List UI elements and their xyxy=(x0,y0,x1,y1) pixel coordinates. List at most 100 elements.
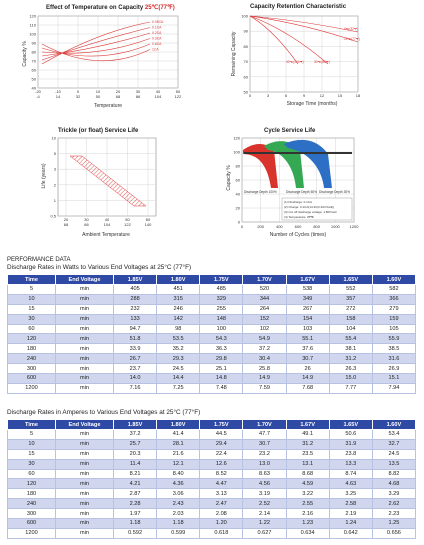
temp-capacity-title: Effect of Temperature on Capacity 25℃(77… xyxy=(46,5,175,11)
temp-x-tick-f: 122 xyxy=(175,94,182,99)
performance-heading: PERFORMANCE DATA xyxy=(7,257,71,263)
amps-cell: min xyxy=(55,429,114,440)
watts-cell: 240 xyxy=(7,353,56,365)
amps-cell: 2.03 xyxy=(156,508,201,520)
float-x-tick-c: 40 xyxy=(105,217,110,222)
watts-cell: 29.3 xyxy=(156,353,201,365)
amps-cell: min xyxy=(55,518,114,529)
watts-cell: 344 xyxy=(242,293,287,305)
amps-cell: 1.97 xyxy=(112,508,158,520)
cycle-note-3: (3) Cut off discharge voltage: 1.80V/cel… xyxy=(284,210,337,214)
amps-cell: 1.25 xyxy=(371,518,417,529)
ret-x-tick: 3 xyxy=(267,93,270,98)
watts-cell: 38.5 xyxy=(371,343,417,355)
table-row: 15 min 232 246 255 264 267 272 279 xyxy=(7,303,417,315)
watts-cell: 10 xyxy=(7,293,56,305)
watts-cell: 55.4 xyxy=(328,333,373,345)
watts-cell: 54.9 xyxy=(242,333,287,345)
temp-capacity-chart: Effect of Temperature on Capacity 25℃(77… xyxy=(20,4,185,109)
temp-curve-label: 0.3CA xyxy=(152,37,162,41)
float-y-tick: 3 xyxy=(54,167,57,172)
temp-x-tick-c: -10 xyxy=(55,89,62,94)
amps-cell: min xyxy=(55,458,114,470)
watts-cell: 30 xyxy=(7,313,56,325)
amps-cell: 2.08 xyxy=(199,508,244,520)
amps-cell: 1.24 xyxy=(328,518,373,529)
watts-cell: 102 xyxy=(242,323,287,335)
watts-cell: 329 xyxy=(199,293,244,305)
cycle-y-tick: 80 xyxy=(236,164,241,169)
temp-x-tick-f: -4 xyxy=(36,94,40,99)
watts-cell: 279 xyxy=(371,303,417,315)
cycle-dod-100: Discharge Depth 100% xyxy=(244,190,277,194)
table-row: 15 min 20.3 21.6 22.4 23.2 23.5 23.8 24.5 xyxy=(7,448,417,460)
amps-cell: 2.28 xyxy=(112,498,158,510)
cycle-note-4: (4) Temperature: 25℃ xyxy=(284,215,314,219)
capacity-retention-ylabel: Remaining Capacity xyxy=(231,31,237,76)
amps-cell: 22.4 xyxy=(199,448,244,460)
watts-cell: 520 xyxy=(242,284,287,295)
cycle-note-1: (1) Discharge: 0.1CA xyxy=(284,200,312,204)
watts-header-cell: 1.67V xyxy=(285,274,330,285)
table-row: 60 min 8.21 8.40 8.52 8.63 8.68 8.74 8.82 xyxy=(7,468,417,480)
amps-cell: 12.6 xyxy=(199,458,244,470)
amps-cell: min xyxy=(55,498,114,510)
ret-y-tick: 80 xyxy=(244,44,249,49)
watts-cell: 30.7 xyxy=(285,353,330,365)
amps-cell: 5 xyxy=(7,429,56,440)
watts-cell: 104 xyxy=(328,323,373,335)
ret-curve xyxy=(249,15,359,43)
watts-cell: 451 xyxy=(156,284,201,295)
temp-curve xyxy=(41,21,151,65)
amps-cell: 53.4 xyxy=(371,429,417,440)
ret-curve xyxy=(249,15,299,65)
amps-cell: 23.8 xyxy=(328,448,373,460)
amps-cell: 49.1 xyxy=(285,429,330,440)
temp-curve-label: 0.2CA xyxy=(152,31,162,35)
float-life-title: Trickle (or float) Service Life xyxy=(58,128,139,134)
amps-cell: 0.634 xyxy=(285,527,330,539)
watts-cell: 158 xyxy=(328,313,373,325)
watts-cell: 142 xyxy=(156,313,201,325)
amps-cell: 4.47 xyxy=(199,478,244,490)
ret-x-tick: 18 xyxy=(356,93,361,98)
table-row: 1200 min 7.16 7.25 7.48 7.59 7.68 7.77 7.94 xyxy=(7,382,417,394)
watts-cell: 14.9 xyxy=(242,373,287,384)
amps-cell: 15 xyxy=(7,448,56,460)
amps-cell: 1.18 xyxy=(112,518,158,529)
table-row: 300 min 23.7 24.5 25.1 25.8 26 26.3 26.9 xyxy=(7,363,417,375)
amps-cell: 8.21 xyxy=(112,468,158,480)
table-row: 10 min 25.7 28.1 29.4 30.7 31.2 31.9 32.7 xyxy=(7,438,417,450)
temp-curve xyxy=(41,43,151,62)
watts-cell: 105 xyxy=(371,323,417,335)
watts-cell: 14.4 xyxy=(156,373,201,384)
watts-cell: 98 xyxy=(156,323,201,335)
watts-table: Time End Voltage 1.85V 1.80V 1.75V 1.70V 1.67V… xyxy=(7,274,417,394)
amps-header-cell: 1.80V xyxy=(156,419,201,430)
amps-cell: 8.68 xyxy=(285,468,330,480)
cycle-life-xlabel: Number of Cycles (times) xyxy=(270,232,327,238)
temp-curve xyxy=(41,32,151,57)
watts-cell: 7.77 xyxy=(328,382,373,394)
amps-cell: 2.43 xyxy=(156,498,201,510)
watts-cell: 24.5 xyxy=(156,363,201,375)
ret-y-tick: 100 xyxy=(241,14,248,19)
watts-cell: 25.1 xyxy=(199,363,244,375)
watts-cell: 7.16 xyxy=(112,382,158,394)
temp-y-tick: 100 xyxy=(29,32,36,37)
watts-header-cell: 1.70V xyxy=(242,274,287,285)
watts-cell: 29.8 xyxy=(199,353,244,365)
watts-cell: 5 xyxy=(7,284,56,295)
table-row: 5 min 37.2 41.4 44.5 47.7 49.1 50.6 53.4 xyxy=(7,429,417,440)
temp-curve-label: 1CA xyxy=(152,48,159,52)
watts-cell: 15.0 xyxy=(328,373,373,384)
amps-cell: 0.592 xyxy=(112,527,158,539)
watts-cell: 552 xyxy=(328,284,373,295)
watts-header-cell: 1.80V xyxy=(156,274,201,285)
float-x-tick-c: 50 xyxy=(125,217,130,222)
watts-cell: 36.3 xyxy=(199,343,244,355)
watts-cell: 26 xyxy=(285,363,330,375)
amps-cell: 13.5 xyxy=(371,458,417,470)
cycle-y-tick: 0 xyxy=(238,220,241,225)
